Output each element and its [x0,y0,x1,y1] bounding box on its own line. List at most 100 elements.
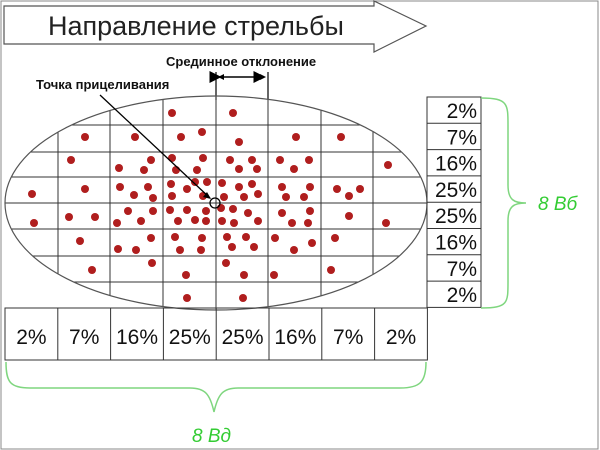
hit-point [305,156,313,164]
hit-point [248,180,256,188]
horizontal-percent-cell: 25% [222,326,264,349]
hit-point [222,259,230,267]
hit-point [235,165,243,173]
horizontal-percent-cell: 7% [69,326,99,349]
hit-point [198,128,206,136]
hit-point [147,156,155,164]
hit-point [306,183,314,191]
hit-point [226,156,234,164]
hit-point [240,271,248,279]
hit-point [130,191,138,199]
hit-point [81,133,89,141]
hit-point [149,207,157,215]
hit-point [239,294,247,302]
hit-point [220,193,228,201]
hit-point [203,178,211,186]
hit-point [229,109,237,117]
hit-point [88,266,96,274]
median-arrowheads [218,74,266,80]
hit-point [116,183,124,191]
hit-point [81,185,89,193]
aim-point-pointer [99,94,211,199]
vertical-percent-cell: 2% [447,284,477,307]
horizontal-span-label: 8 Вд [192,426,231,447]
hit-point [300,193,308,201]
vertical-percent-cell: 2% [447,100,477,123]
horizontal-percent-cell: 25% [169,326,211,349]
hit-point [306,207,314,215]
hit-point [202,217,210,225]
hit-point [174,217,182,225]
hit-point [382,219,390,227]
hit-point [67,156,75,164]
hit-point [345,192,353,200]
title: Направление стрельбы [48,11,344,41]
hit-point [202,207,210,215]
vertical-percent-cell: 25% [435,179,477,202]
vertical-percent-cell: 16% [435,232,477,255]
hit-point [168,154,176,162]
hit-point [137,217,145,225]
hit-point [147,234,155,242]
hit-point [168,192,176,200]
hit-point [308,239,316,247]
horizontal-distribution-table: 2% 7% 16% 25% 25% 16% 7% 2% [4,307,428,361]
horizontal-percent-cell: 16% [274,326,316,349]
hit-point [132,246,140,254]
hit-point [76,237,84,245]
hit-point [183,206,191,214]
hit-point [113,219,121,227]
horizontal-percent-cell: 2% [16,326,46,349]
hit-point [167,180,175,188]
hit-point [290,246,298,254]
hit-point [384,161,392,169]
hit-point [356,185,364,193]
hit-point [191,216,199,224]
hit-point [235,183,243,191]
hit-point [176,246,184,254]
hit-point [244,209,252,217]
horizontal-percent-cell: 16% [116,326,158,349]
hit-point [228,243,236,251]
hit-point [183,294,191,302]
hit-point [30,219,38,227]
hit-point [149,194,157,202]
hit-point [197,246,205,254]
hit-point [148,259,156,267]
hit-point [124,207,132,215]
hit-point [240,193,248,201]
hit-point [271,234,279,242]
hit-point [270,271,278,279]
hit-point [217,204,225,212]
hit-point [114,245,122,253]
aim-point-label: Точка прицеливания [36,77,169,92]
hit-point [131,133,139,141]
hit-point [242,233,250,241]
median-deviation-label: Срединное отклонение [166,54,316,69]
horizontal-brace [5,361,427,413]
vertical-percent-cell: 16% [435,153,477,176]
hit-point [290,165,298,173]
vertical-percent-cell: 25% [435,205,477,228]
hit-point [193,166,201,174]
hit-point [276,156,284,164]
hit-point [337,133,345,141]
hit-point [191,178,199,186]
vertical-span-label: 8 Вб [538,194,579,215]
vertical-distribution-table: 2% 7% 16% 25% 25% 16% 7% 2% [426,96,482,308]
hit-point [91,213,99,221]
hit-point [278,183,286,191]
hit-point [144,183,152,191]
hit-point [327,266,335,274]
hit-point [304,219,312,227]
hit-point [65,213,73,221]
hit-point [253,165,261,173]
hit-point [183,185,191,193]
hit-point [254,217,262,225]
vertical-brace [480,97,527,309]
hit-point [115,164,123,172]
hit-point [198,234,206,242]
aim-point-marker [209,197,221,209]
